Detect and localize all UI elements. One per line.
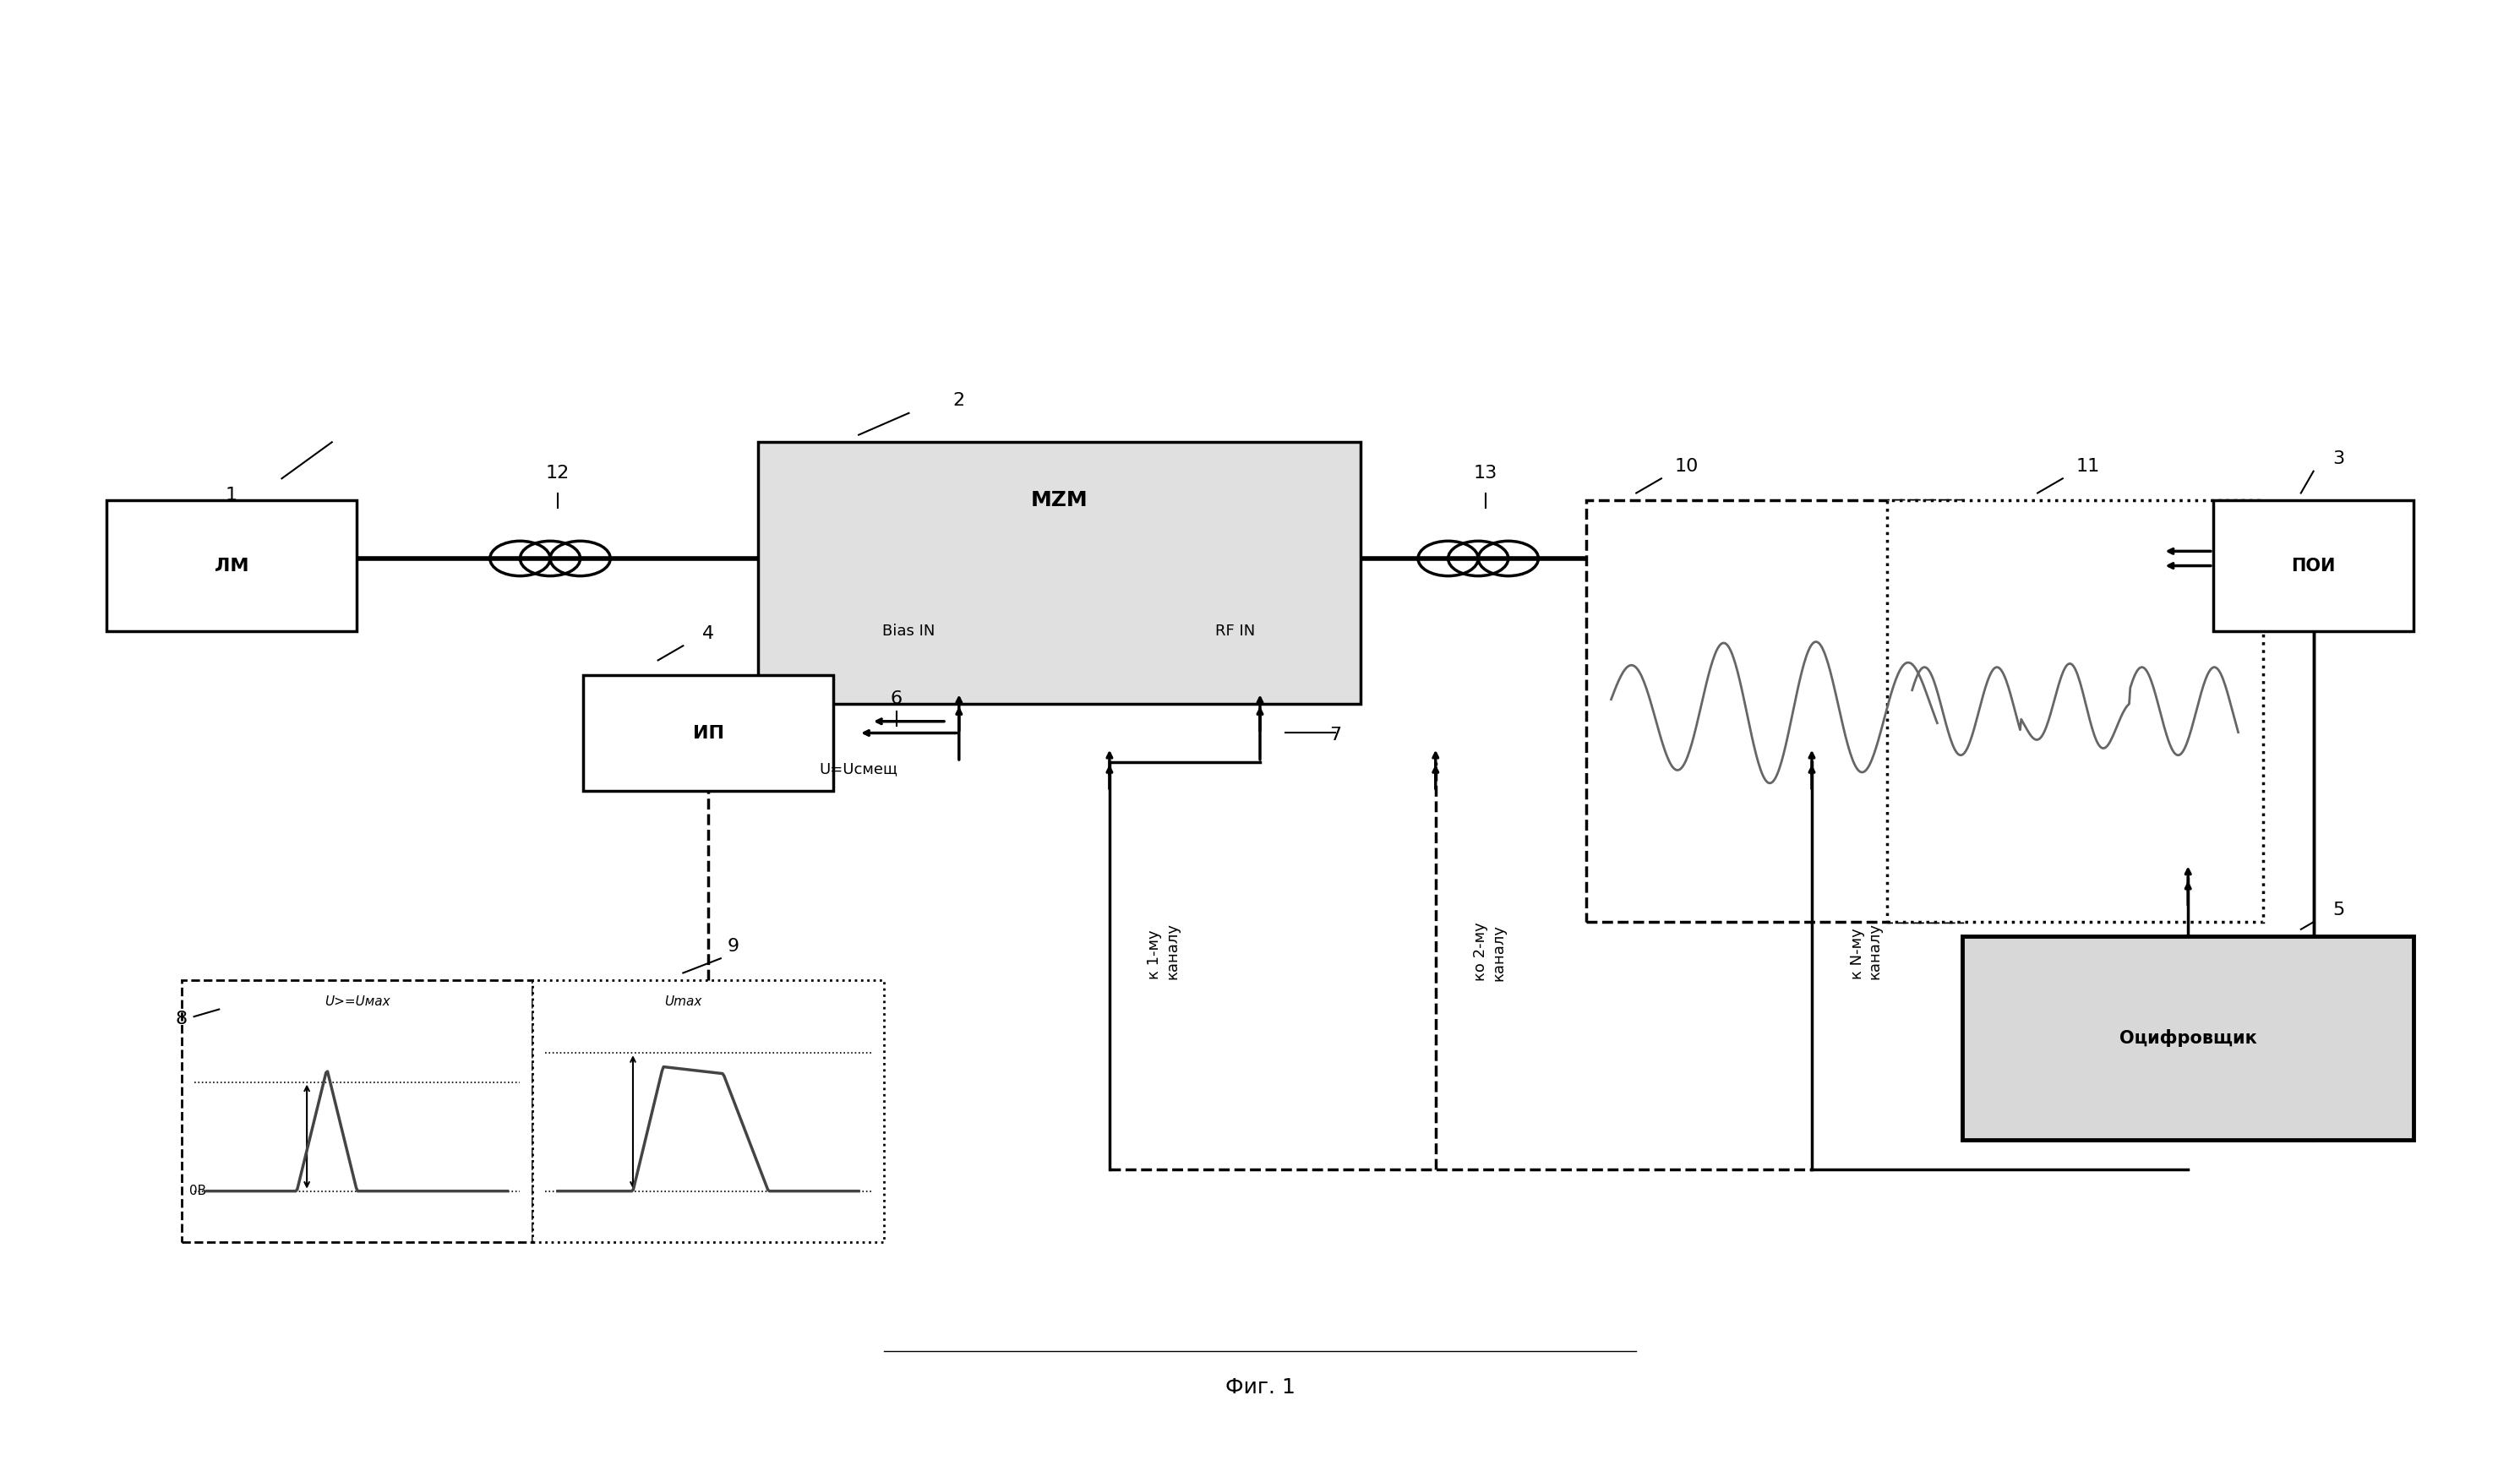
Text: Фиг. 1: Фиг. 1 [1225,1377,1295,1397]
Text: 1: 1 [227,487,237,504]
Text: ИП: ИП [693,724,723,742]
Bar [106,500,358,632]
Bar [1963,937,2414,1141]
Text: 12: 12 [547,465,570,482]
Text: 11: 11 [2076,457,2099,475]
Text: к N-му
каналу: к N-му каналу [1850,922,1882,979]
Text: Bias IN: Bias IN [882,623,935,639]
Bar [1585,500,1963,922]
Bar [759,443,1361,704]
Text: ПОИ: ПОИ [2291,557,2336,575]
Text: 13: 13 [1474,465,1497,482]
Bar [181,981,532,1242]
Text: ЛМ: ЛМ [214,557,249,575]
Text: 0В: 0В [189,1185,207,1198]
Text: Umax: Umax [665,995,703,1009]
Text: 8: 8 [176,1010,186,1028]
Bar [2213,500,2414,632]
Text: ко 2-му
каналу: ко 2-му каналу [1474,922,1507,981]
Text: 2: 2 [953,393,965,409]
Bar [582,674,834,792]
Bar [1887,500,2263,922]
Text: 5: 5 [2334,902,2344,918]
Text: 10: 10 [1673,457,1698,475]
Text: U=Uсмещ: U=Uсмещ [819,762,897,777]
Text: 6: 6 [890,690,902,707]
Text: 3: 3 [2334,450,2344,468]
Text: 7: 7 [1328,727,1341,743]
Text: 4: 4 [703,625,713,642]
Text: к 1-му
каналу: к 1-му каналу [1147,922,1179,979]
Text: Оцифровщик: Оцифровщик [2119,1029,2258,1047]
Bar [532,981,885,1242]
Text: U>=Uмаx: U>=Uмаx [325,995,391,1009]
Text: RF IN: RF IN [1215,623,1255,639]
Text: MZM: MZM [1031,490,1089,510]
Text: 9: 9 [728,938,738,954]
